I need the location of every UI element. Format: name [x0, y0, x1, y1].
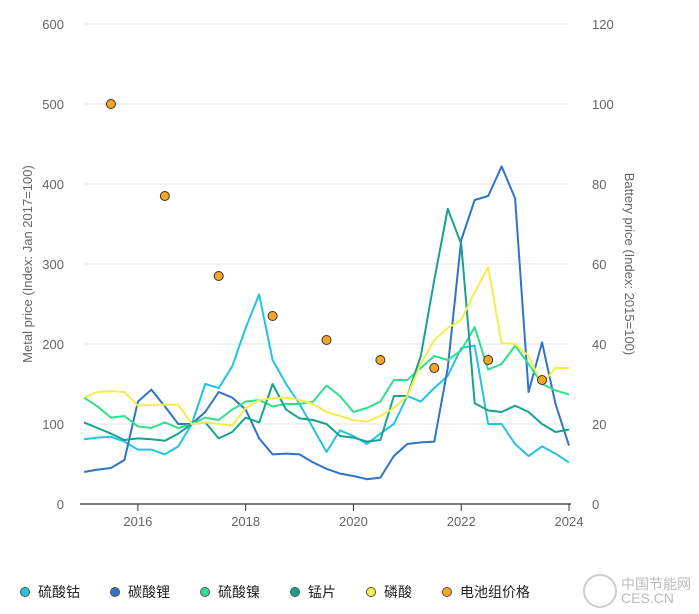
legend-label: 硫酸钴	[38, 584, 80, 600]
legend-item[interactable]: 碳酸锂	[110, 582, 170, 602]
y-tick-label: 300	[42, 257, 64, 272]
y-tick-label: 200	[42, 337, 64, 352]
y2-tick-label: 60	[592, 257, 606, 272]
legend-swatch-icon	[20, 587, 30, 597]
y-axis-label: Metal price (Index: Jan 2017=100)	[20, 165, 35, 363]
series-line-0	[83, 293, 570, 464]
legend-item[interactable]: 硫酸镍	[200, 582, 260, 602]
battery-price-point	[105, 99, 116, 109]
legend-label: 锰片	[308, 584, 336, 600]
legend-label: 磷酸	[384, 584, 412, 600]
legend-item[interactable]: 电池组价格	[442, 582, 530, 602]
y-tick-label: 100	[42, 417, 64, 432]
legend-label: 电池组价格	[460, 584, 530, 600]
y-tick-label: 600	[42, 17, 64, 32]
legend-swatch-icon	[110, 587, 120, 597]
x-tick-label: 2022	[447, 514, 476, 529]
x-tick-label: 2016	[123, 514, 152, 529]
battery-price-point	[213, 271, 224, 281]
battery-price-point	[537, 375, 548, 385]
series-line-1	[83, 165, 570, 481]
battery-price-point	[483, 355, 494, 365]
y2-tick-label: 0	[592, 497, 599, 512]
series-line-2	[83, 326, 570, 429]
y2-tick-label: 40	[592, 337, 606, 352]
legend-swatch-icon	[366, 587, 376, 597]
legend: 硫酸钴 碳酸锂 硫酸镍 锰片 磷酸 电池组价格	[20, 582, 560, 602]
legend-item[interactable]: 硫酸钴	[20, 582, 80, 602]
legend-item[interactable]: 磷酸	[366, 582, 412, 602]
battery-price-point	[321, 335, 332, 345]
battery-price-point	[429, 363, 440, 373]
x-tick-label: 2020	[339, 514, 368, 529]
x-tick-label: 2018	[231, 514, 260, 529]
x-tick-label: 2024	[555, 514, 584, 529]
watermark-en: CES.CN	[621, 590, 674, 606]
y-tick-label: 0	[57, 497, 64, 512]
legend-label: 硫酸镍	[218, 584, 260, 600]
legend-item[interactable]: 锰片	[290, 582, 336, 602]
y2-tick-label: 20	[592, 417, 606, 432]
y2-tick-label: 120	[592, 17, 614, 32]
legend-swatch-icon	[200, 587, 210, 597]
legend-swatch-icon	[290, 587, 300, 597]
y-tick-label: 500	[42, 97, 64, 112]
watermark-logo-icon	[583, 574, 617, 608]
y2-tick-label: 80	[592, 177, 606, 192]
battery-price-point	[159, 191, 170, 201]
battery-price-point	[267, 311, 278, 321]
legend-label: 碳酸锂	[128, 584, 170, 600]
series-line-4	[83, 266, 569, 427]
y2-tick-label: 100	[592, 97, 614, 112]
watermark-cn: 中国节能网	[621, 576, 691, 592]
y-tick-label: 400	[42, 177, 64, 192]
battery-price-point	[375, 355, 386, 365]
y2-axis-label: Battery price (Index: 2015=100)	[622, 173, 637, 355]
series-line-3	[83, 207, 570, 443]
legend-swatch-icon	[442, 587, 452, 597]
watermark: 中国节能网 CES.CN	[583, 574, 691, 608]
